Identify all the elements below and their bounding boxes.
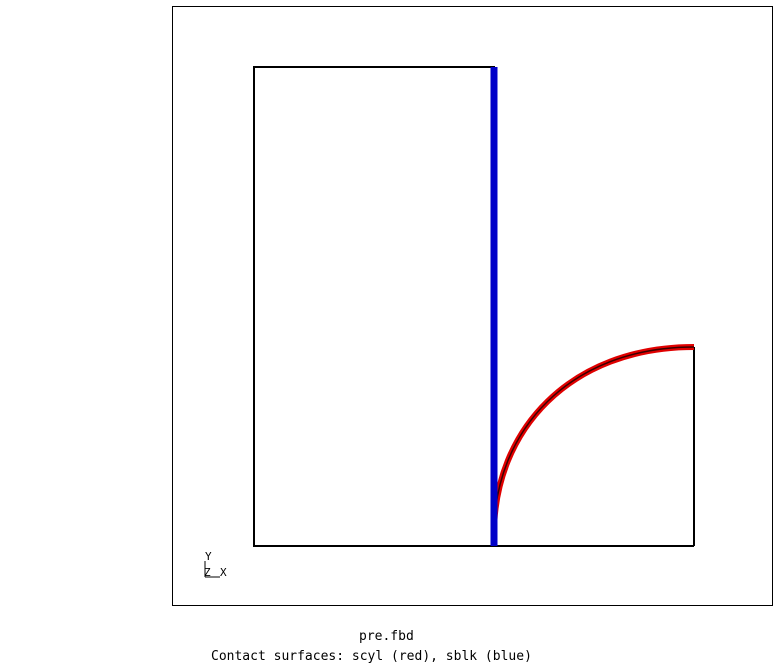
coordinate-triad: Y Z X xyxy=(204,550,227,579)
triad-y-label: Y xyxy=(205,550,212,563)
triad-x-label: X xyxy=(220,566,227,579)
caption-title: pre.fbd xyxy=(359,629,414,644)
cylinder-arc-edge xyxy=(493,346,695,535)
block-outline xyxy=(253,66,495,547)
caption-subtitle: Contact surfaces: scyl (red), sblk (blue… xyxy=(211,649,532,664)
triad-z-label: Z xyxy=(204,566,211,579)
contact-surface-scyl xyxy=(491,344,695,535)
viewport-frame xyxy=(172,6,773,606)
